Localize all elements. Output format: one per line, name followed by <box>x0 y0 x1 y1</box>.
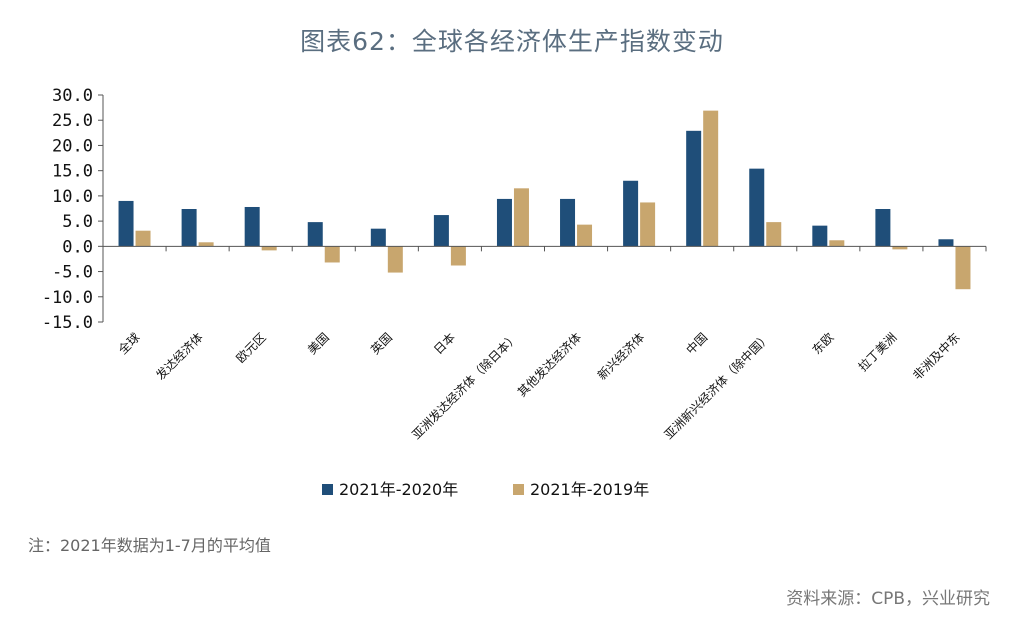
bar-series2-8 <box>640 202 656 247</box>
bar-series1-2 <box>244 206 260 247</box>
y-tick-label: -5.0 <box>52 263 93 283</box>
bar-series1-12 <box>875 209 891 247</box>
chart-title: 图表62：全球各经济体生产指数变动 <box>300 27 724 56</box>
legend: 2021年-2020年 2021年-2019年 <box>322 480 649 499</box>
x-category-label: 非洲及中东 <box>910 330 963 383</box>
x-category-label: 欧元区 <box>233 330 268 365</box>
legend-swatch-1 <box>322 484 333 495</box>
x-category-label: 日本 <box>431 330 458 357</box>
bar-series2-6 <box>513 188 529 247</box>
bar-series2-9 <box>703 110 719 247</box>
y-tick-label: 15.0 <box>52 162 93 182</box>
y-tick-label: 0.0 <box>62 237 93 257</box>
bar-series2-1 <box>198 242 214 247</box>
bar-series1-0 <box>118 200 134 247</box>
y-tick-label: 20.0 <box>52 136 93 156</box>
bar-series2-13 <box>955 246 971 290</box>
bar-series2-12 <box>892 246 908 250</box>
bar-series2-7 <box>577 224 593 247</box>
y-axis: 30.0 25.0 20.0 15.0 10.0 5.0 0.0 -5.0 -10.0 -15.0 <box>42 86 104 333</box>
y-tick-label: 5.0 <box>62 212 93 232</box>
bar-series2-11 <box>829 240 845 247</box>
bar-series1-9 <box>686 130 702 247</box>
y-tick-label: -10.0 <box>42 288 93 308</box>
x-category-label: 英国 <box>368 330 395 357</box>
bar-series1-3 <box>307 222 323 247</box>
bar-series1-4 <box>370 228 386 247</box>
source-credit: 资料来源：CPB，兴业研究 <box>786 589 990 609</box>
y-tick-label: 30.0 <box>52 86 93 106</box>
y-tick-label: -15.0 <box>42 313 93 333</box>
x-category-label: 全球 <box>115 330 143 358</box>
bar-series2-2 <box>261 246 277 251</box>
x-category-label: 东欧 <box>810 330 837 357</box>
bar-series1-7 <box>560 198 576 247</box>
bar-series1-5 <box>433 215 449 247</box>
y-tick-label: 10.0 <box>52 187 93 207</box>
x-category-label: 亚洲发达经济体（除日本） <box>409 330 521 442</box>
x-category-label: 美国 <box>305 330 332 357</box>
bar-series2-5 <box>450 246 466 266</box>
bar-series2-4 <box>387 246 403 273</box>
x-category-label: 中国 <box>683 330 711 358</box>
legend-label-1: 2021年-2020年 <box>339 480 458 499</box>
y-tick-label: 25.0 <box>52 111 93 131</box>
x-category-label: 拉丁美洲 <box>855 330 900 375</box>
x-category-label: 亚洲新兴经济体（除中国） <box>661 330 773 442</box>
bar-series1-11 <box>812 225 828 247</box>
bar-series2-3 <box>324 246 340 263</box>
legend-label-2: 2021年-2019年 <box>530 480 649 499</box>
footnote: 注：2021年数据为1-7月的平均值 <box>28 536 271 555</box>
bar-series1-13 <box>938 239 954 247</box>
bars <box>118 110 971 290</box>
x-category-label: 发达经济体 <box>153 330 206 383</box>
bar-series1-8 <box>623 180 639 247</box>
bar-series2-0 <box>135 230 151 247</box>
bar-series2-10 <box>766 222 782 247</box>
legend-swatch-2 <box>513 484 524 495</box>
bar-series1-10 <box>749 168 765 247</box>
x-category-label: 新兴经济体 <box>594 330 647 383</box>
bar-series1-6 <box>496 198 512 247</box>
x-category-label: 其他发达经济体 <box>514 330 584 400</box>
bar-series1-1 <box>181 209 197 247</box>
